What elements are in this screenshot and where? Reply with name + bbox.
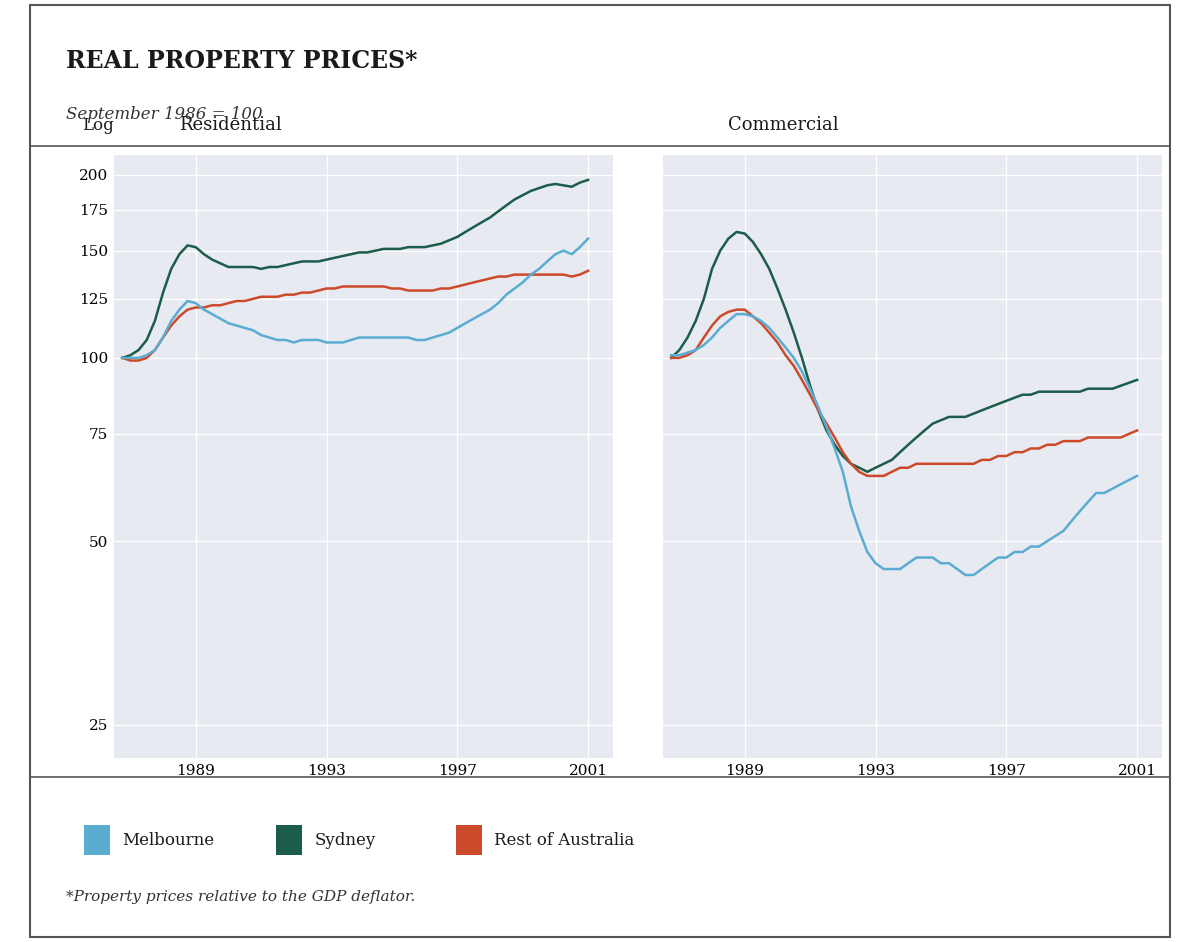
Text: Rest of Australia: Rest of Australia [494, 832, 635, 849]
Text: Sydney: Sydney [314, 832, 376, 849]
Text: September 1986 = 100: September 1986 = 100 [66, 106, 263, 123]
Text: Log: Log [82, 118, 113, 135]
Text: Commercial: Commercial [728, 116, 839, 135]
Text: REAL PROPERTY PRICES*: REAL PROPERTY PRICES* [66, 49, 418, 73]
Text: *Property prices relative to the GDP deflator.: *Property prices relative to the GDP def… [66, 890, 415, 903]
Text: Residential: Residential [179, 116, 282, 135]
Text: Melbourne: Melbourne [122, 832, 215, 849]
